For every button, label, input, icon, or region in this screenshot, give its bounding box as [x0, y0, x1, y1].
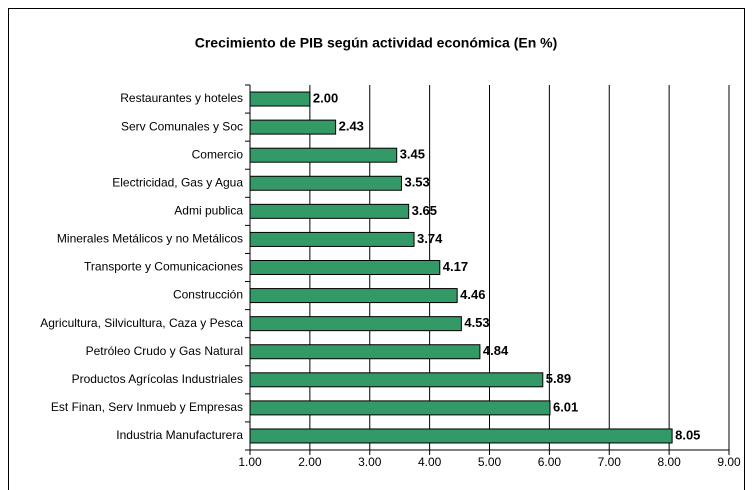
- value-label: 3.65: [412, 203, 437, 218]
- value-label: 4.46: [460, 287, 485, 302]
- value-label: 4.84: [483, 343, 509, 358]
- bar: [249, 175, 402, 191]
- y-tick-label: Comercio: [192, 147, 244, 161]
- x-tick-label: 1.00: [238, 455, 262, 469]
- value-label: 4.17: [443, 259, 468, 274]
- bar: [249, 260, 441, 275]
- chart-title: Crecimiento de PIB según actividad econó…: [195, 35, 558, 51]
- x-tick-label: 5.00: [478, 455, 502, 469]
- x-tick-label: 3.00: [358, 455, 382, 469]
- bar: [249, 428, 673, 444]
- bar: [249, 147, 398, 163]
- y-tick-label: Serv Comunales y Soc: [121, 119, 243, 133]
- bar: [249, 91, 311, 107]
- bar: [249, 372, 544, 388]
- value-label: 3.45: [400, 147, 425, 162]
- bar: [249, 231, 415, 247]
- bar: [249, 344, 481, 360]
- y-tick-label: Productos Agrícolas Industriales: [72, 372, 243, 386]
- bar: [249, 316, 462, 332]
- y-tick-label: Transporte y Comunicaciones: [84, 260, 243, 274]
- y-tick-label: Industria Manufacturera: [116, 428, 243, 442]
- y-tick-label: Agricultura, Silvicultura, Caza y Pesca: [40, 316, 243, 330]
- bar: [249, 119, 337, 135]
- x-tick-label: 8.00: [657, 455, 681, 469]
- bar: [249, 288, 458, 304]
- value-label: 2.00: [313, 90, 338, 105]
- x-tick-label: 9.00: [717, 455, 741, 469]
- y-tick-label: Minerales Metálicos y no Metálicos: [57, 232, 243, 246]
- x-tick-label: 4.00: [418, 455, 442, 469]
- value-label: 8.05: [675, 427, 700, 442]
- value-label: 2.43: [339, 119, 364, 134]
- y-tick-label: Est Finan, Serv Inmueb y Empresas: [51, 400, 243, 414]
- value-label: 5.89: [546, 371, 571, 386]
- x-tick-label: 2.00: [298, 455, 322, 469]
- y-tick-label: Restaurantes y hoteles: [120, 91, 243, 105]
- y-tick-label: Electricidad, Gas y Agua: [112, 175, 243, 189]
- bar: [249, 203, 410, 219]
- y-tick-label: Construcción: [173, 288, 243, 302]
- value-label: 3.53: [404, 175, 429, 190]
- y-tick-label: Petróleo Crudo y Gas Natural: [86, 344, 243, 358]
- value-label: 3.74: [417, 231, 443, 246]
- x-tick-label: 6.00: [538, 455, 562, 469]
- value-label: 6.01: [553, 399, 578, 414]
- value-label: 4.53: [464, 315, 489, 330]
- y-tick-label: Admi publica: [174, 204, 243, 218]
- x-tick-label: 7.00: [598, 455, 622, 469]
- chart-border: [8, 8, 745, 490]
- bar: [249, 400, 551, 416]
